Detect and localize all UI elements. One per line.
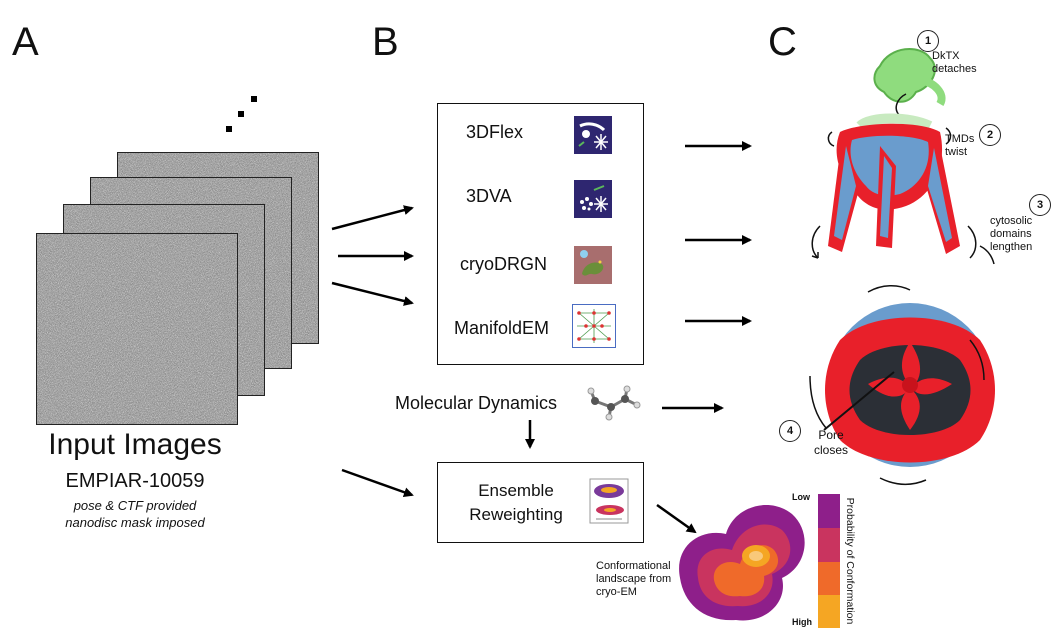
dktx-toxin: [873, 47, 946, 107]
3dflex-icon: [574, 116, 612, 154]
channel-top-view: [809, 285, 995, 485]
annotation-number-4: 4: [779, 420, 801, 442]
method-label-3dflex: 3DFlex: [466, 122, 524, 142]
annotation-3-text: cytosolic domains lengthen: [990, 215, 1032, 254]
landscape-caption-line1: Conformational: [596, 560, 671, 572]
colorbar: [818, 494, 840, 628]
ellipsis-dot: [226, 126, 232, 132]
ensemble-reweighting-box: Ensemble Reweighting: [437, 462, 644, 543]
annotation-number-2: 2: [979, 124, 1001, 146]
3dva-icon: [574, 180, 612, 218]
colorbar-high-label: High: [792, 617, 812, 627]
annotation-2-text: TMDs twist: [945, 133, 974, 159]
panel-letter-b: B: [372, 20, 399, 64]
landscape-caption: Conformational landscape from cryo-EM: [596, 560, 671, 599]
panel-letter-a: A: [12, 20, 39, 64]
arrow-to-methods: [331, 205, 414, 231]
arrow-to-ensemble: [341, 468, 414, 498]
cryodrgn-icon: [574, 246, 612, 284]
annotation-3-line1: cytosolic: [990, 215, 1033, 227]
dataset-id: EMPIAR-10059: [65, 470, 205, 492]
colorbar-segment: [818, 528, 840, 562]
landscape-caption-line3: cryo-EM: [596, 586, 637, 598]
method-label-manifoldem: ManifoldEM: [454, 318, 550, 338]
colorbar-segment: [818, 595, 840, 628]
annotation-3-line3: lengthen: [990, 241, 1033, 253]
ensemble-line2: Reweighting: [469, 505, 563, 524]
methods-box: 3DFlex 3DVA cryoDRGN ManifoldEM: [437, 103, 644, 365]
method-label-3dva: 3DVA: [466, 186, 512, 206]
conformational-landscape: [679, 504, 805, 621]
annotation-2-line2: twist: [945, 146, 967, 158]
input-image: [36, 233, 238, 425]
ensemble-line1: Ensemble: [478, 481, 554, 500]
annotation-3-line2: domains: [990, 228, 1032, 240]
landscape-caption-line2: landscape from: [596, 573, 672, 585]
annotation-4-line2: closes: [814, 443, 849, 457]
colorbar-title: Probability of Conformation: [844, 497, 856, 625]
annotation-1-line2: detaches: [932, 63, 977, 75]
manifoldem-icon: [572, 304, 616, 348]
ellipsis-dot: [238, 111, 244, 117]
ellipsis-dot: [251, 96, 257, 102]
channel-side-view: [811, 47, 995, 265]
input-images-title: Input Images: [48, 428, 222, 461]
annotation-number-1: 1: [917, 30, 939, 52]
md-label: Molecular Dynamics: [395, 393, 558, 413]
note-pose-ctf: pose & CTF provided: [73, 498, 197, 513]
colorbar-segment: [818, 562, 840, 595]
method-label-cryodrgn: cryoDRGN: [460, 254, 548, 274]
molecule-icon: [587, 385, 641, 421]
note-mask: nanodisc mask imposed: [65, 515, 205, 530]
annotation-4-line1: Pore: [818, 428, 844, 442]
annotation-4-text: Pore closes: [814, 428, 848, 458]
annotation-2-line1: TMDs: [945, 133, 975, 145]
colorbar-segment: [818, 494, 840, 528]
arrow-to-landscape: [656, 503, 697, 534]
colorbar-low-label: Low: [792, 492, 810, 502]
arrow-to-methods: [331, 281, 414, 306]
reweighting-icon: [588, 477, 630, 527]
annotation-1-text: DkTX detaches: [932, 50, 977, 76]
annotation-number-3: 3: [1029, 194, 1051, 216]
panel-letter-c: C: [768, 20, 797, 64]
annotation-1-line1: DkTX: [932, 50, 960, 62]
